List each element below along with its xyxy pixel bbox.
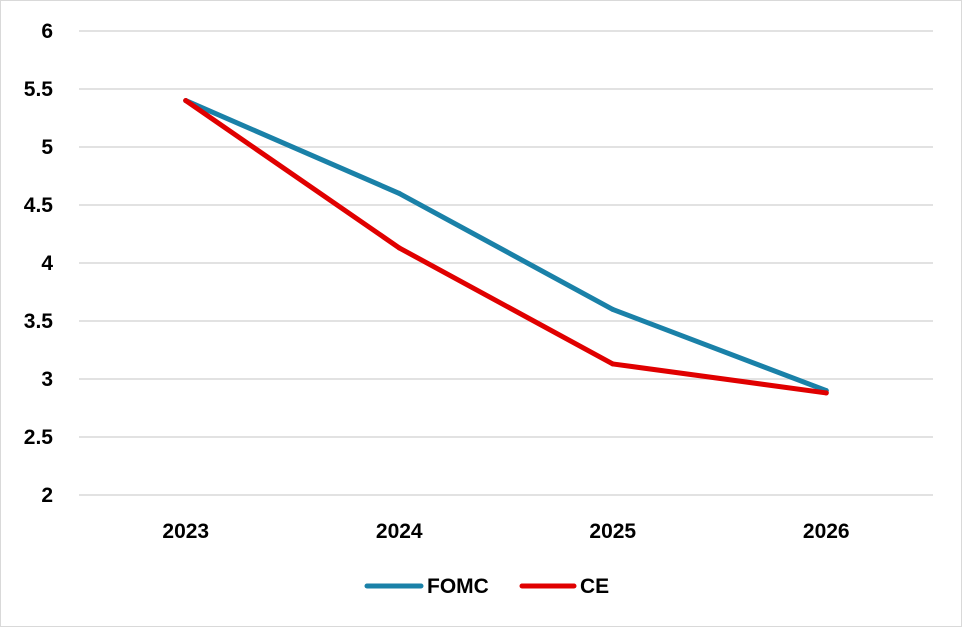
- y-tick-label: 5.5: [24, 78, 54, 101]
- x-axis-tick-labels: 2023 2024 2025 2026: [162, 520, 849, 543]
- y-tick-label: 4.5: [24, 194, 54, 217]
- legend-item-fomc: FOMC: [364, 575, 489, 598]
- data-point-ce: [823, 390, 829, 396]
- data-point-fomc: [610, 306, 616, 312]
- series-lines: [183, 98, 829, 396]
- series-line-ce: [183, 98, 829, 396]
- series-line-fomc: [183, 98, 829, 394]
- x-tick-label: 2024: [376, 520, 423, 543]
- data-point-ce: [396, 245, 402, 251]
- y-tick-label: 5: [41, 136, 53, 159]
- legend-label: CE: [580, 575, 609, 598]
- legend-label: FOMC: [427, 575, 489, 598]
- x-tick-label: 2026: [803, 520, 850, 543]
- y-tick-label: 6: [41, 20, 53, 43]
- legend-item-ce: CE: [519, 575, 609, 598]
- data-point-ce: [183, 98, 189, 104]
- legend: FOMC CE: [364, 575, 609, 598]
- y-tick-label: 4: [41, 252, 53, 275]
- y-axis-tick-labels: 2 2.5 3 3.5 4 4.5 5 5.5 6: [24, 20, 54, 507]
- x-tick-label: 2025: [589, 520, 636, 543]
- data-point-ce: [610, 361, 616, 367]
- gridlines: [79, 30, 933, 496]
- y-tick-label: 3.5: [24, 310, 54, 333]
- y-tick-label: 3: [41, 368, 53, 391]
- x-tick-label: 2023: [162, 520, 209, 543]
- y-tick-label: 2: [41, 484, 53, 507]
- data-point-fomc: [396, 190, 402, 196]
- y-tick-label: 2.5: [24, 426, 54, 449]
